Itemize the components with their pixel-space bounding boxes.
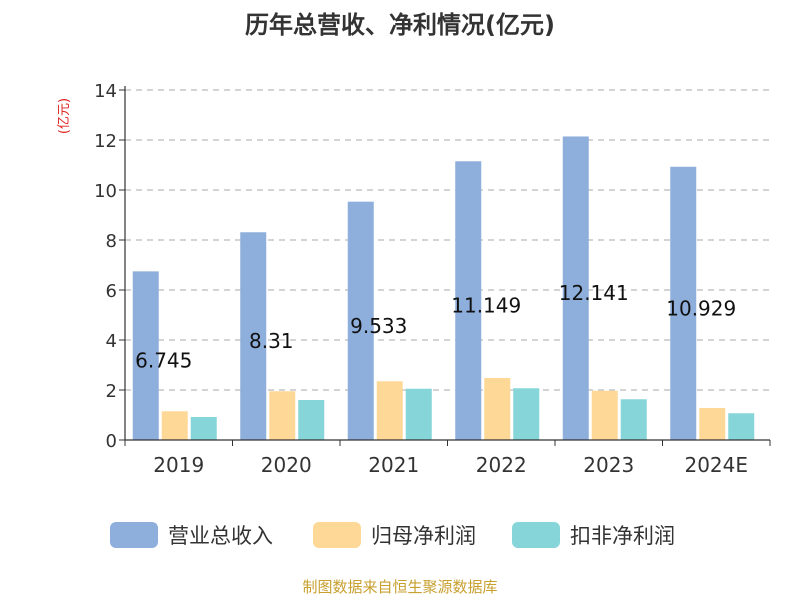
- y-axis-ticks: 0 2 4 6 8 10 12 14: [94, 81, 117, 452]
- source-note: 制图数据来自恒生聚源数据库: [302, 578, 497, 596]
- grid-lines: [125, 89, 770, 391]
- legend[interactable]: 营业总收入 归母净利润 扣非净利润: [110, 522, 675, 548]
- y-axis-unit-label: (亿元): [57, 98, 72, 134]
- y-tick-label: 10: [94, 181, 117, 202]
- bars: [132, 136, 755, 440]
- x-tick-label: 2024E: [684, 453, 748, 477]
- bar-series-1[interactable]: [484, 378, 511, 440]
- bar-series-2[interactable]: [620, 399, 647, 440]
- x-tick-label: 2022: [476, 453, 527, 477]
- legend-item-series-1[interactable]: 归母净利润: [313, 522, 476, 548]
- legend-item-series-0[interactable]: 营业总收入: [110, 522, 273, 548]
- data-label: 8.31: [249, 329, 294, 353]
- y-tick-label: 8: [106, 231, 117, 252]
- data-labels: 6.745 8.31 9.533 11.149 12.141 10.929: [135, 281, 736, 372]
- bar-series-0[interactable]: [240, 232, 267, 440]
- bar-series-1[interactable]: [699, 408, 726, 440]
- bar-series-0[interactable]: [562, 136, 589, 440]
- y-tick-label: 0: [106, 431, 117, 452]
- legend-swatch: [512, 522, 560, 548]
- data-label: 9.533: [350, 314, 407, 338]
- legend-swatch: [313, 522, 361, 548]
- data-label: 12.141: [559, 281, 629, 305]
- legend-label: 扣非净利润: [570, 524, 675, 548]
- x-tick-label: 2020: [261, 453, 312, 477]
- data-label: 6.745: [135, 349, 192, 373]
- bar-series-0[interactable]: [670, 166, 697, 440]
- y-tick-label: 14: [94, 81, 117, 102]
- legend-label: 归母净利润: [371, 524, 476, 548]
- x-axis-ticks: 2019 2020 2021 2022 2023 2024E: [153, 453, 748, 477]
- data-label: 11.149: [451, 294, 521, 318]
- bar-series-0[interactable]: [455, 161, 482, 440]
- bar-series-2[interactable]: [513, 388, 540, 440]
- bar-series-2[interactable]: [728, 413, 755, 440]
- bar-series-0[interactable]: [347, 201, 374, 440]
- legend-label: 营业总收入: [168, 524, 273, 548]
- y-tick-label: 2: [106, 381, 117, 402]
- y-tick-label: 4: [106, 331, 117, 352]
- y-tick-label: 12: [94, 131, 117, 152]
- bar-series-1[interactable]: [161, 411, 188, 440]
- data-label: 10.929: [666, 296, 736, 320]
- bar-series-2[interactable]: [298, 400, 325, 440]
- bar-series-2[interactable]: [405, 388, 432, 440]
- bar-series-1[interactable]: [269, 391, 296, 440]
- chart-title: 历年总营收、净利情况(亿元): [245, 11, 555, 39]
- axes: [119, 86, 771, 446]
- x-tick-label: 2023: [583, 453, 634, 477]
- legend-swatch: [110, 522, 158, 548]
- bar-series-1[interactable]: [376, 381, 403, 440]
- x-tick-label: 2019: [153, 453, 204, 477]
- x-tick-label: 2021: [368, 453, 419, 477]
- y-tick-label: 6: [106, 281, 117, 302]
- bar-series-1[interactable]: [591, 390, 618, 440]
- legend-item-series-2[interactable]: 扣非净利润: [512, 522, 675, 548]
- bar-series-2[interactable]: [190, 417, 217, 440]
- bar-series-0[interactable]: [132, 271, 159, 440]
